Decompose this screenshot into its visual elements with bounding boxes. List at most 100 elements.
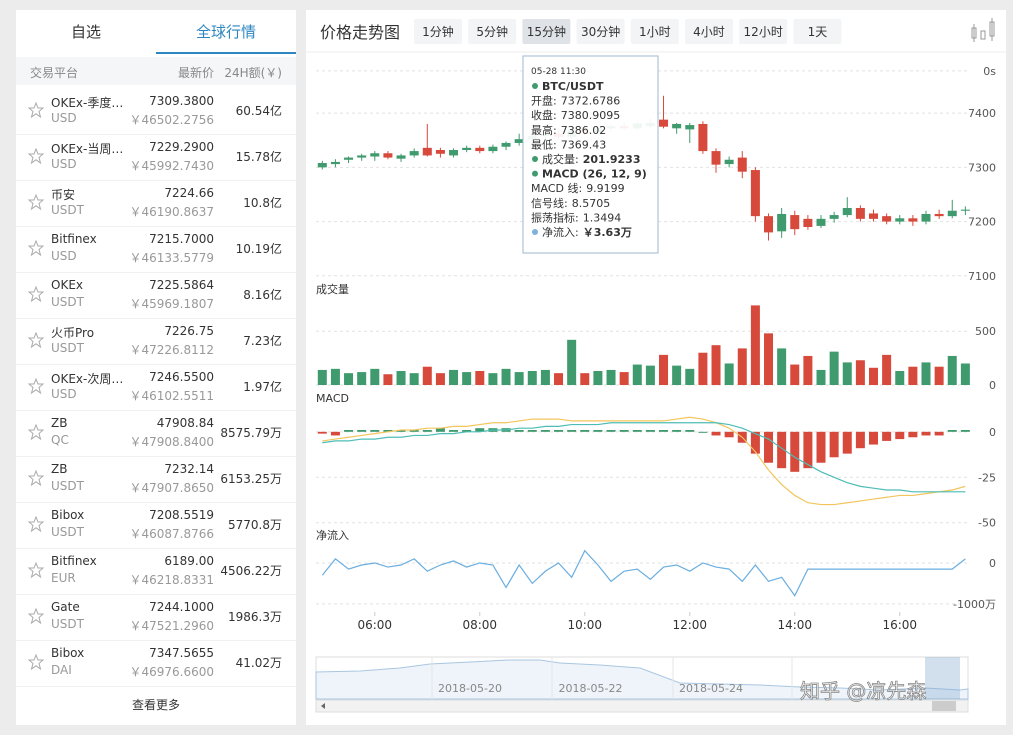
favorite-star[interactable] (28, 332, 44, 348)
price-cny: ￥46190.8637 (129, 205, 214, 219)
favorite-star[interactable] (28, 424, 44, 440)
candle-body (750, 170, 760, 217)
market-row[interactable]: OKEx-季度… USD 7309.3800 ￥46502.2756 60.54亿 (16, 88, 296, 135)
price: 7208.5519 (149, 508, 214, 522)
market-row[interactable]: OKEx USDT 7225.5864 ￥45969.1807 8.16亿 (16, 272, 296, 319)
volume-bar (645, 365, 655, 385)
candle-body (764, 216, 774, 233)
quote-currency: USDT (51, 295, 84, 309)
interval-button[interactable] (522, 19, 571, 44)
candle-body (869, 213, 879, 219)
favorite-star[interactable] (28, 286, 44, 302)
volume-bar (488, 373, 498, 385)
interval-label[interactable]: 1分钟 (422, 24, 454, 39)
market-row[interactable]: Bibox DAI 7347.5655 ￥46976.6600 41.02万 (16, 640, 296, 687)
more-link[interactable]: 查看更多 (131, 698, 180, 712)
volume-bar (777, 348, 787, 385)
interval-label[interactable]: 15分钟 (527, 24, 566, 39)
volume-bar (737, 348, 747, 385)
macd-histogram-bar (475, 428, 485, 432)
price-cny: ￥46976.6600 (129, 665, 214, 679)
interval-button[interactable] (414, 19, 462, 44)
navigator-window[interactable] (925, 657, 960, 699)
price: 7225.5864 (149, 278, 214, 292)
panel-label: 净流入 (316, 528, 349, 542)
favorite-star[interactable] (28, 102, 44, 118)
exchange-name: ZB (51, 462, 68, 476)
market-row[interactable]: Bitfinex EUR 6189.00 ￥46218.8331 4506.22万 (16, 548, 296, 595)
candle-body (659, 119, 669, 127)
volume-bar (829, 351, 839, 385)
market-row[interactable]: 火币Pro USDT 7226.75 ￥47226.8112 7.23亿 (16, 318, 296, 365)
favorite-star[interactable] (28, 240, 44, 256)
table-header: 交易平台 最新价 24H额(￥) (16, 57, 296, 85)
macd-histogram-bar (462, 430, 472, 432)
interval-button[interactable] (793, 19, 842, 44)
market-row[interactable]: ZB USDT 7232.14 ￥47907.8650 6153.25万 (16, 456, 296, 503)
candle-body (514, 139, 524, 143)
favorite-star[interactable] (28, 470, 44, 486)
price: 7215.7000 (149, 232, 214, 246)
y-tick-label: -50 (978, 517, 996, 530)
interval-label[interactable]: 4小时 (693, 25, 725, 39)
interval-label[interactable]: 12小时 (744, 25, 783, 39)
tooltip-box (522, 55, 659, 254)
panel-label: MACD (316, 392, 349, 405)
macd-histogram-bar (422, 430, 432, 432)
tooltip-line: 收盘: 7380.9095 (531, 108, 620, 122)
volume-bar (501, 368, 511, 385)
candle-body (383, 153, 393, 158)
interval-label[interactable]: 1天 (808, 25, 828, 39)
macd-histogram-bar (764, 431, 774, 463)
price-cny: ￥47226.8112 (129, 343, 214, 357)
macd-histogram-bar (554, 430, 564, 432)
interval-button[interactable] (739, 19, 788, 44)
favorite-star[interactable] (28, 654, 44, 670)
interval-label[interactable]: 30分钟 (581, 24, 620, 39)
favorite-star[interactable] (28, 516, 44, 532)
volume-amount: 6153.25万 (220, 472, 282, 486)
navigator-date: 2018-05-22 (559, 682, 623, 695)
volume-bar (895, 371, 905, 385)
tooltip-line: 开盘: 7372.6786 (531, 94, 620, 108)
macd-histogram-bar (330, 431, 340, 436)
market-row[interactable]: Bitfinex USD 7215.7000 ￥46133.5779 10.19亿 (16, 226, 296, 273)
favorite-star[interactable] (28, 378, 44, 394)
tooltip-line: BTC/USDT (542, 80, 604, 93)
volume-bar (685, 368, 695, 385)
candle-body (685, 125, 695, 130)
market-row[interactable]: ZB QC 47908.84 ￥47908.8400 8575.79万 (16, 410, 296, 457)
favorite-star[interactable] (28, 194, 44, 210)
favorite-star[interactable] (28, 608, 44, 624)
scrollbar[interactable] (315, 699, 969, 713)
market-row[interactable]: Gate USDT 7244.1000 ￥47521.2960 1986.3万 (16, 594, 296, 641)
favorite-star[interactable] (28, 562, 44, 578)
volume-amount: 1986.3万 (228, 610, 282, 624)
tab[interactable]: 自选 (70, 23, 101, 41)
tooltip-value: 7386.02 (561, 124, 607, 137)
market-row[interactable]: OKEx-当周… USD 7229.2900 ￥45992.7430 15.78亿 (16, 134, 296, 181)
interval-label[interactable]: 1小时 (639, 25, 671, 39)
interval-button[interactable] (468, 19, 517, 44)
tab[interactable]: 全球行情 (156, 10, 296, 54)
market-row[interactable]: OKEx-次周… USD 7246.5500 ￥46102.5511 1.97亿 (16, 364, 296, 411)
market-row[interactable]: 币安 USDT 7224.66 ￥46190.8637 10.8亿 (16, 180, 296, 227)
scroll-thumb[interactable] (932, 701, 956, 711)
tooltip-label: 收盘: (531, 108, 557, 122)
interval-label[interactable]: 5分钟 (476, 24, 508, 39)
interval-button[interactable] (685, 19, 733, 44)
scroll-arrow[interactable] (321, 703, 325, 709)
interval-button[interactable] (630, 19, 679, 44)
candle-body (475, 147, 485, 152)
interval-button[interactable] (576, 19, 625, 44)
tooltip-label: MACD 线: (531, 181, 582, 195)
favorite-star[interactable] (28, 148, 44, 164)
market-row[interactable]: Bibox USDT 7208.5519 ￥46087.8766 5770.8万 (16, 502, 296, 549)
macd-line (322, 416, 966, 506)
macd-histogram-bar (396, 430, 406, 432)
macd-histogram-bar (711, 431, 721, 436)
chart-type-icon[interactable] (971, 18, 995, 42)
volume-bar (619, 372, 629, 385)
x-tick-label: 06:00 (357, 618, 392, 632)
volume-amount: 10.19亿 (235, 242, 282, 256)
